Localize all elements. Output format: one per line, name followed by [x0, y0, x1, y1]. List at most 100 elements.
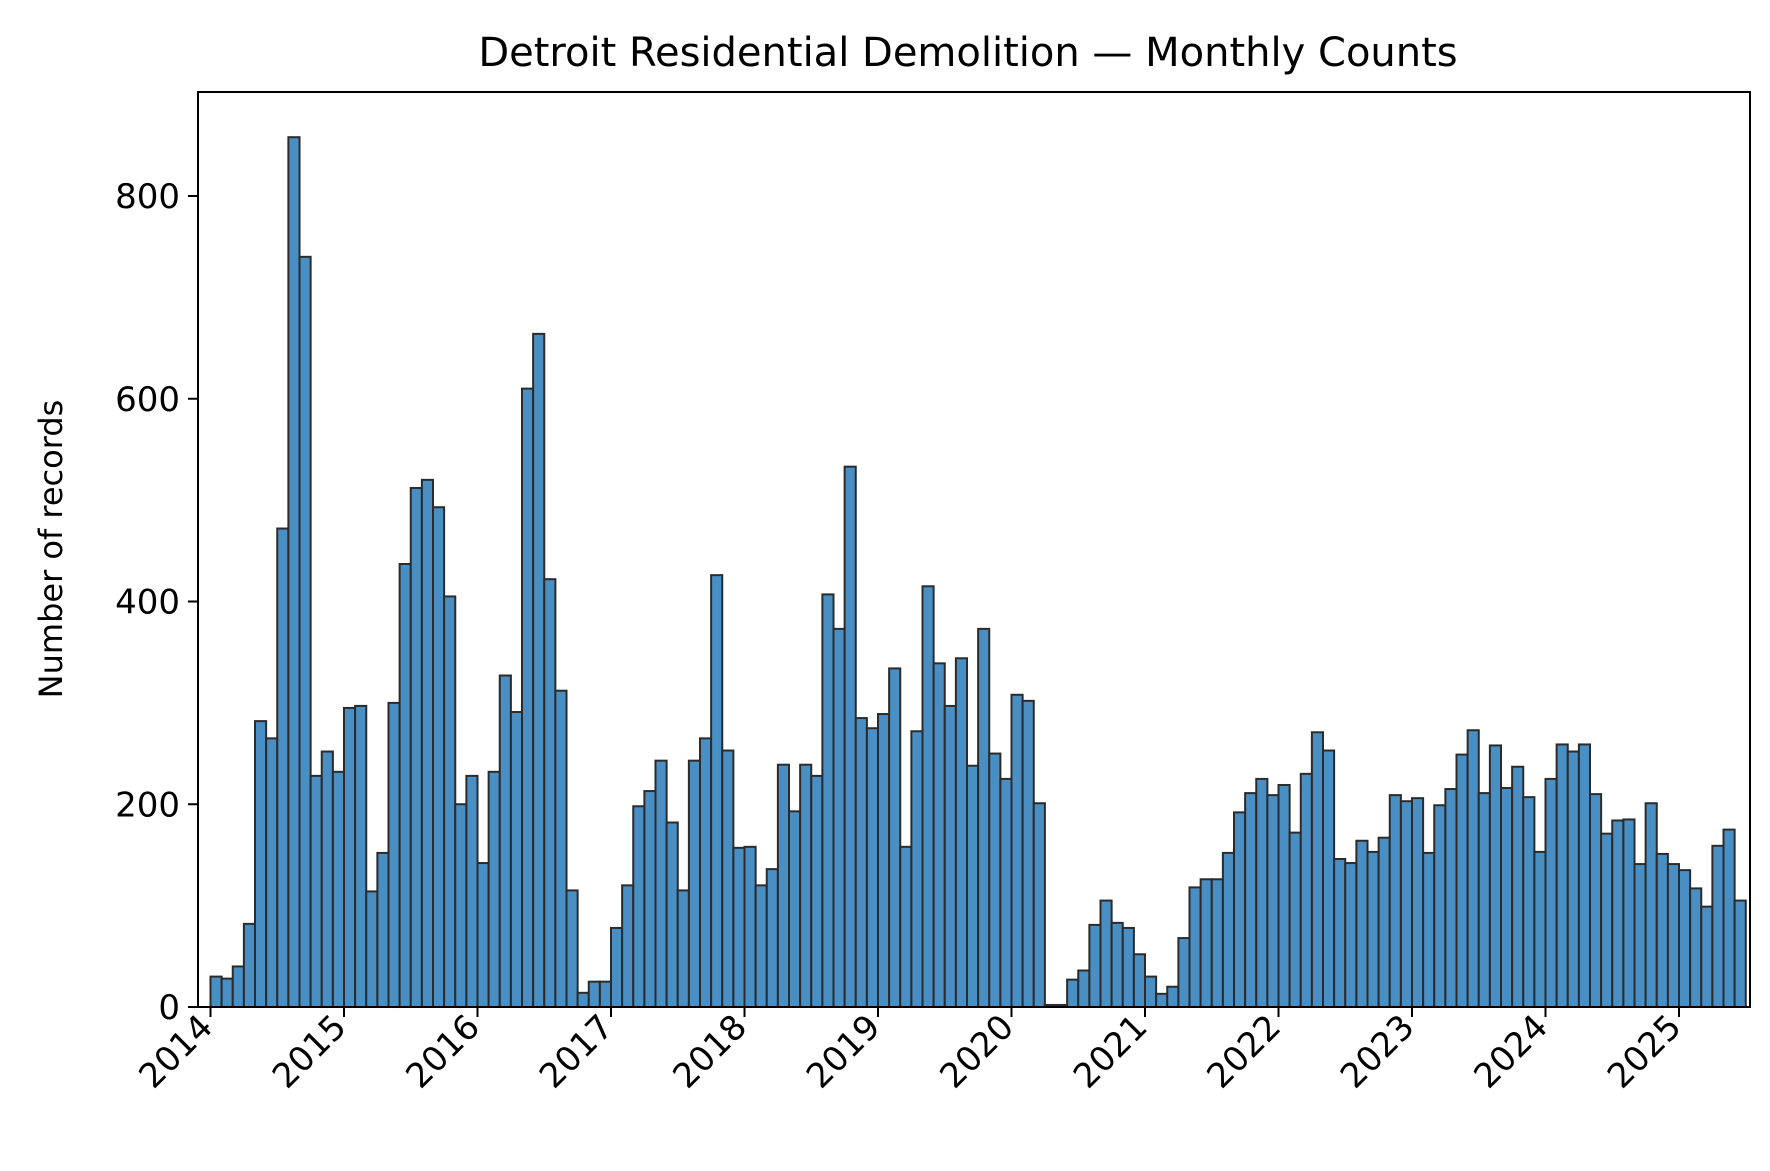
bar-2022-05 [1322, 749, 1336, 1009]
bar-2021-12 [1266, 794, 1280, 1008]
bar-2015-12 [465, 774, 479, 1008]
bar-2024-06 [1600, 832, 1614, 1009]
x-tick-label: 2017 [532, 1007, 621, 1096]
bar-2018-12 [865, 727, 880, 1008]
x-tick-label: 2018 [665, 1007, 754, 1096]
bar-2023-09 [1500, 787, 1514, 1009]
y-axis-label: Number of records [32, 400, 70, 699]
bar-2022-02 [1288, 831, 1302, 1008]
bar-2015-07 [409, 486, 423, 1008]
x-tick-label: 2020 [932, 1007, 1021, 1096]
bar-2024-01 [1544, 777, 1558, 1008]
bar-2022-09 [1366, 850, 1380, 1009]
bar-2023-08 [1488, 744, 1503, 1008]
bar-2018-08 [821, 593, 835, 1009]
bar-2023-07 [1477, 792, 1491, 1008]
bar-2024-08 [1622, 818, 1636, 1009]
bar-2019-04 [910, 730, 924, 1008]
bar-2015-06 [398, 562, 412, 1008]
bar-2019-05 [921, 585, 935, 1008]
bar-2020-08 [1088, 923, 1102, 1009]
bar-2015-04 [376, 851, 390, 1008]
bar-2021-09 [1233, 811, 1247, 1008]
bar-2019-06 [932, 662, 946, 1009]
bar-2023-02 [1422, 851, 1436, 1008]
bar-2019-01 [877, 713, 891, 1009]
bar-2020-01 [1010, 693, 1024, 1009]
bar-2016-03 [498, 674, 512, 1008]
bar-2018-10 [843, 465, 857, 1009]
bar-2023-11 [1522, 796, 1536, 1009]
bar-2014-04 [242, 922, 257, 1008]
bar-2023-06 [1466, 729, 1480, 1008]
bar-2016-07 [543, 578, 557, 1008]
x-tick-label: 2022 [1199, 1007, 1288, 1096]
bar-2025-03 [1700, 905, 1714, 1009]
bar-2025-06 [1733, 899, 1747, 1008]
bar-2017-09 [699, 737, 713, 1008]
bar-2024-03 [1566, 750, 1580, 1008]
y-tick-label: 400 [115, 583, 180, 623]
bar-2016-01 [476, 862, 490, 1008]
bar-2017-04 [643, 790, 657, 1008]
bar-2019-07 [943, 704, 957, 1008]
bar-2020-06 [1066, 978, 1080, 1009]
bar-2022-01 [1277, 783, 1291, 1008]
bar-2023-01 [1411, 797, 1425, 1008]
bar-2020-02 [1021, 699, 1035, 1008]
bars-group [209, 136, 1747, 1009]
bar-2021-08 [1221, 851, 1236, 1008]
bar-2024-10 [1644, 802, 1658, 1008]
bar-2019-02 [888, 667, 902, 1008]
bar-2015-11 [454, 803, 468, 1008]
bar-2016-08 [554, 689, 568, 1009]
bar-2014-09 [298, 255, 312, 1008]
bar-2017-08 [687, 759, 702, 1008]
bar-2018-02 [754, 884, 768, 1008]
y-tick-label: 600 [115, 380, 180, 420]
bar-2016-04 [509, 711, 524, 1008]
chart-title: Detroit Residential Demolition — Monthly… [478, 30, 1457, 76]
bar-2024-02 [1555, 743, 1569, 1008]
bar-2018-07 [810, 774, 824, 1008]
bar-2015-01 [343, 706, 357, 1008]
bar-2015-08 [420, 478, 435, 1009]
bar-2018-09 [832, 627, 846, 1008]
bar-2014-03 [231, 965, 245, 1009]
bar-2023-04 [1444, 788, 1458, 1008]
bar-2014-12 [331, 770, 346, 1008]
bar-2019-11 [988, 752, 1002, 1008]
bar-2016-06 [532, 332, 546, 1008]
bar-2015-03 [365, 890, 379, 1008]
bar-2024-07 [1611, 819, 1625, 1008]
bar-2023-05 [1455, 753, 1469, 1009]
bar-2021-01 [1144, 975, 1158, 1009]
bar-2014-02 [220, 977, 234, 1008]
bar-2017-06 [665, 821, 679, 1008]
y-tick-label: 800 [115, 177, 180, 217]
bar-2021-11 [1255, 777, 1269, 1008]
bar-2014-11 [320, 750, 334, 1008]
bar-2018-01 [743, 845, 757, 1009]
bar-2024-05 [1589, 793, 1603, 1008]
bar-2021-03 [1166, 985, 1180, 1008]
bar-2020-09 [1099, 899, 1113, 1008]
y-tick-label: 200 [115, 785, 180, 825]
y-axis: 0 200 400 600 800 [115, 177, 198, 1028]
bar-2016-09 [565, 889, 579, 1008]
bar-2019-09 [966, 764, 980, 1008]
bar-2021-10 [1244, 792, 1258, 1008]
bar-2016-11 [587, 980, 601, 1008]
bar-2023-12 [1533, 850, 1547, 1009]
bar-2022-04 [1310, 731, 1325, 1009]
bar-2024-12 [1666, 863, 1681, 1008]
x-tick-label: 2015 [265, 1007, 354, 1096]
bar-2019-12 [999, 777, 1013, 1008]
bar-2016-02 [487, 770, 501, 1008]
x-tick-label: 2024 [1466, 1007, 1555, 1096]
bar-2017-05 [654, 759, 668, 1008]
bar-2015-05 [387, 701, 401, 1009]
bar-2016-05 [521, 387, 535, 1008]
bar-2023-10 [1511, 765, 1525, 1008]
